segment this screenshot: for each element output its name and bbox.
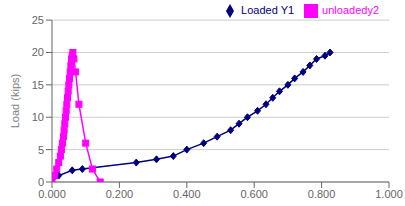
svg-text:0.600: 0.600	[240, 188, 268, 200]
svg-text:5: 5	[38, 144, 44, 156]
svg-text:0.000: 0.000	[38, 188, 66, 200]
svg-text:15: 15	[32, 79, 44, 91]
svg-text:20: 20	[32, 46, 44, 58]
svg-text:0.400: 0.400	[173, 188, 201, 200]
svg-text:0.800: 0.800	[308, 188, 336, 200]
svg-text:25: 25	[32, 14, 44, 26]
svg-text:10: 10	[32, 111, 44, 123]
svg-text:0: 0	[38, 176, 44, 188]
svg-text:Load (kips): Load (kips)	[9, 74, 21, 128]
html-text:unloadedy2: unloadedy2	[322, 4, 379, 16]
svg-text:0.200: 0.200	[106, 188, 134, 200]
svg-text:1.000: 1.000	[375, 188, 397, 200]
html-text:Loaded Y1: Loaded Y1	[241, 4, 295, 16]
